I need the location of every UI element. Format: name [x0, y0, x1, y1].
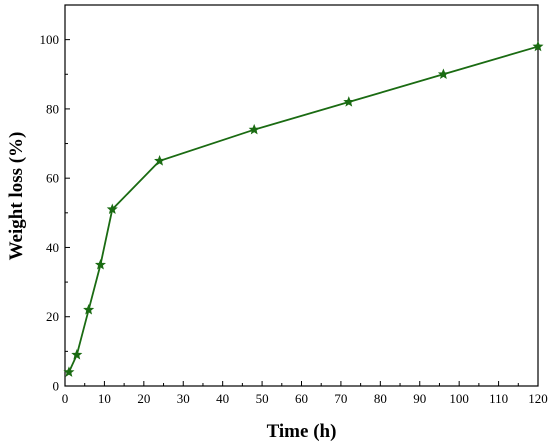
data-point-star	[83, 303, 95, 315]
x-tick-label: 110	[489, 391, 508, 406]
x-axis-ticks: 0 10 20 30 40 50 60 70 80 90 100 110 120	[62, 381, 548, 406]
data-point-star	[532, 40, 544, 52]
data-point-star	[106, 203, 118, 215]
x-tick-label: 0	[62, 391, 69, 406]
series-line	[68, 45, 539, 373]
data-point-star	[343, 96, 355, 107]
y-axis-ticks: 0 20 40 60 80 100	[40, 4, 70, 394]
data-point-star	[71, 349, 83, 360]
y-tick-label: 40	[46, 240, 59, 255]
x-tick-label: 100	[449, 391, 469, 406]
y-tick-label: 100	[40, 32, 60, 47]
x-tick-label: 70	[334, 391, 347, 406]
y-tick-label: 80	[46, 101, 59, 116]
plot-frame	[64, 4, 539, 387]
data-point-star	[437, 68, 449, 79]
x-tick-label: 40	[216, 391, 229, 406]
data-point-star	[63, 366, 75, 377]
y-axis-title: Weight loss (%)	[6, 132, 27, 261]
x-tick-label: 120	[528, 391, 548, 406]
x-axis-title: Time (h)	[267, 421, 337, 442]
x-tick-label: 30	[177, 391, 190, 406]
x-tick-label: 10	[98, 391, 111, 406]
series-layer	[63, 40, 544, 377]
x-tick-label: 80	[374, 391, 387, 406]
data-point-star	[94, 258, 106, 270]
y-tick-label: 20	[46, 309, 59, 324]
y-tick-label: 60	[46, 171, 59, 186]
data-point-star	[154, 155, 166, 166]
x-tick-label: 20	[137, 391, 150, 406]
x-tick-label: 90	[413, 391, 426, 406]
data-point-star	[248, 123, 260, 135]
x-tick-label: 60	[295, 391, 308, 406]
y-tick-label: 0	[53, 379, 60, 394]
x-tick-label: 50	[256, 391, 269, 406]
